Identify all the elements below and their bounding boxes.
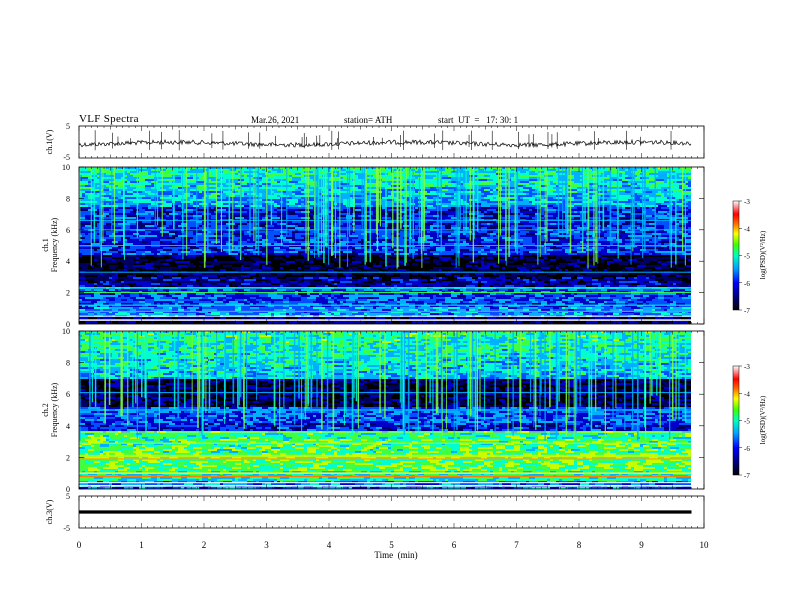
ch1-waveform-ytick-top: 5 bbox=[66, 122, 70, 131]
y-tick-label: 2 bbox=[66, 453, 70, 462]
x-tick-label-5: 5 bbox=[389, 540, 394, 550]
colorbar-tick-label: -7 bbox=[744, 307, 750, 315]
y-tick-label: 4 bbox=[66, 422, 70, 431]
header-title: VLF Spectra bbox=[79, 113, 139, 125]
ch2-colorbar-ticks: -3 -4 -5 -6 -7 bbox=[739, 363, 750, 480]
y-tick-label: 6 bbox=[66, 226, 70, 235]
colorbar-tick-label: -3 bbox=[744, 198, 750, 206]
y-tick-label: 2 bbox=[66, 289, 70, 298]
ch1-waveform-trace bbox=[78, 138, 692, 148]
colorbar-tick-label: -4 bbox=[744, 390, 750, 398]
colorbar-tick-label: -5 bbox=[744, 418, 750, 426]
ch2-spectrogram-yticks: 0 2 4 6 8 10 bbox=[62, 327, 704, 494]
x-tick-label-6: 6 bbox=[452, 540, 457, 550]
x-tick-label-9: 9 bbox=[639, 540, 644, 550]
ch1-colorbar-ticks: -3 -4 -5 -6 -7 bbox=[739, 198, 750, 315]
ch1-spectrogram-ylabel-line2: Frequency (kHz) bbox=[50, 217, 59, 272]
ch2-spectrogram-ylabel-line1: ch.2 bbox=[41, 403, 50, 417]
colorbar-tick-label: -3 bbox=[744, 363, 750, 371]
ch3-waveform-ytick-top: 5 bbox=[66, 492, 70, 501]
y-tick-label: 0 bbox=[66, 320, 70, 329]
y-tick-label: 10 bbox=[62, 163, 70, 172]
x-tick-label-1: 1 bbox=[139, 540, 144, 550]
header-station: station= ATH bbox=[344, 115, 393, 125]
time-axis: 0 1 2 3 4 5 6 7 8 9 10 bbox=[77, 126, 709, 550]
ch2-colorbar-label: log(PSD)(V²/Hz) bbox=[759, 395, 767, 444]
ch1-colorbar-label: log(PSD)(V²/Hz) bbox=[759, 230, 767, 279]
time-axis-label: Time (min) bbox=[374, 550, 417, 560]
x-tick-label-10: 10 bbox=[700, 540, 710, 550]
colorbar-tick-label: -7 bbox=[744, 472, 750, 480]
ch1-waveform-panel: 5 -5 ch.1(V) bbox=[45, 122, 705, 162]
ch1-waveform-ytick-bottom: -5 bbox=[63, 153, 70, 162]
x-tick-label-2: 2 bbox=[202, 540, 207, 550]
colorbar-tick-label: -4 bbox=[744, 225, 750, 233]
colorbar-tick-label: -5 bbox=[744, 253, 750, 261]
ch1-waveform-ylabel: ch.1(V) bbox=[45, 129, 54, 154]
y-tick-label: 10 bbox=[62, 327, 70, 336]
ch3-waveform-ylabel: ch.3(V) bbox=[45, 499, 54, 524]
ch2-spectrogram-ylabel-line2: Frequency (kHz) bbox=[50, 382, 59, 437]
header-start-time: start UT = 17: 30: 1 bbox=[438, 115, 519, 125]
x-tick-label-0: 0 bbox=[77, 540, 82, 550]
y-tick-label: 4 bbox=[66, 257, 70, 266]
y-tick-label: 6 bbox=[66, 390, 70, 399]
x-tick-label-3: 3 bbox=[264, 540, 269, 550]
x-tick-label-8: 8 bbox=[577, 540, 582, 550]
ch1-spectrogram-yticks: 0 2 4 6 8 10 bbox=[62, 163, 704, 329]
header-date: Mar.26, 2021 bbox=[251, 115, 300, 125]
ch3-waveform-ytick-bottom: -5 bbox=[63, 524, 70, 533]
ch1-spectrogram-image bbox=[79, 167, 691, 324]
colorbar-tick-label: -6 bbox=[744, 280, 750, 288]
ch1-spectrogram-ylabel-line1: ch.1 bbox=[41, 238, 50, 252]
colorbar-tick-label: -6 bbox=[744, 445, 750, 453]
x-tick-label-7: 7 bbox=[514, 540, 519, 550]
y-tick-label: 0 bbox=[66, 485, 70, 494]
ch1-colorbar bbox=[732, 200, 740, 311]
ch3-waveform-panel: 5 -5 ch.3(V) bbox=[45, 492, 705, 533]
ch2-spectrogram-image bbox=[79, 331, 691, 489]
x-tick-label-4: 4 bbox=[327, 540, 332, 550]
ch2-colorbar bbox=[732, 365, 740, 476]
y-tick-label: 8 bbox=[66, 359, 70, 368]
y-tick-label: 8 bbox=[66, 194, 70, 203]
